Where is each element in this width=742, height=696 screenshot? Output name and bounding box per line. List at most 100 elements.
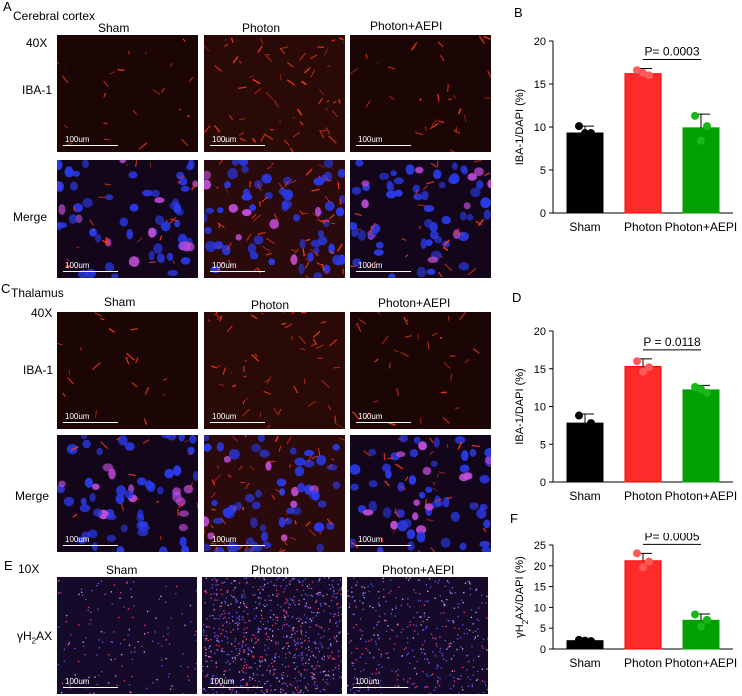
data-point <box>645 71 653 80</box>
scale-bar-label: 100um <box>358 535 383 544</box>
p-value-annotation: P= 0.0005 <box>644 533 699 543</box>
row-label-merge-c: Merge <box>15 489 50 503</box>
panel-letter-b: B <box>514 5 523 20</box>
x-tick-label: Photon+AEPI <box>665 656 737 670</box>
data-point <box>575 411 583 420</box>
y-tick-label: 20 <box>534 326 546 338</box>
y-tick-label: 10 <box>534 402 546 414</box>
scale-bar-label: 100um <box>212 135 237 144</box>
micrograph-gh-e-sham: 100um <box>57 577 197 694</box>
scale-bar-label: 100um <box>358 261 383 270</box>
bar-photon <box>624 73 662 214</box>
data-point <box>581 129 589 138</box>
scale-bar <box>210 145 265 146</box>
micrograph-merge-a-photon: 100um <box>204 160 345 278</box>
bar-photon <box>624 365 662 483</box>
row-label-gh2ax: γH2AX <box>17 629 53 646</box>
micrograph-merge-c-sham: 100um <box>57 435 198 552</box>
y-tick-label: 5 <box>540 439 546 451</box>
row-label-merge-a: Merge <box>13 210 48 224</box>
micrograph-iba-c-photon: 100um <box>204 312 345 429</box>
x-tick-label: Sham <box>569 656 600 670</box>
scale-bar-label: 100um <box>355 677 380 686</box>
bar-sham <box>566 132 604 214</box>
data-point <box>691 610 699 619</box>
micrograph-gh-e-aepi: 100um <box>347 577 488 694</box>
data-point <box>691 382 699 391</box>
bar-sham <box>566 422 604 483</box>
x-tick-label: Photon <box>624 220 662 234</box>
p-value-annotation: P= 0.0003 <box>644 45 699 59</box>
micrograph-merge-a-aepi: 100um <box>350 160 491 278</box>
col-label-photon-e: Photon <box>251 563 290 577</box>
data-point <box>645 557 653 566</box>
scale-bar <box>353 687 408 688</box>
data-point <box>633 66 641 75</box>
panel-letter-c: C <box>1 281 11 296</box>
data-point <box>575 122 583 131</box>
magnification-label-a: 40X <box>26 36 48 50</box>
p-value-annotation: P = 0.0118 <box>643 335 701 349</box>
y-tick-label: 15 <box>534 582 546 594</box>
y-tick-label: 0 <box>540 644 546 656</box>
x-tick-label: Sham <box>569 489 600 503</box>
x-tick-label: Photon <box>624 489 662 503</box>
scale-bar-label: 100um <box>212 535 237 544</box>
y-axis-label: IBA-1/DAPI (%) <box>514 368 526 444</box>
y-axis-label: IBA-1/DAPI (%) <box>514 89 526 165</box>
micrograph-merge-c-aepi: 100um <box>350 435 491 552</box>
y-tick-label: 0 <box>540 477 546 489</box>
row-label-iba1-c: IBA-1 <box>23 363 54 377</box>
scale-bar <box>63 545 118 546</box>
scale-bar-label: 100um <box>65 261 90 270</box>
scale-bar <box>63 271 118 272</box>
y-axis-label: γH2AX/DAPI (%) <box>514 556 530 637</box>
y-tick-label: 0 <box>540 208 546 220</box>
bar-photon-aepi <box>682 127 720 214</box>
chart-b: 0 5 10 15 20 Sham Photon Photon+AEPI P= 0.0003 IB… <box>514 36 737 234</box>
y-tick-label: 20 <box>534 36 546 48</box>
bar-photon <box>624 560 662 650</box>
col-label-photon-c: Photon <box>251 298 290 312</box>
micrograph-iba-a-aepi: 100um <box>350 35 491 152</box>
data-point <box>639 367 647 376</box>
scale-bar <box>356 145 411 146</box>
x-tick-label: Photon+AEPI <box>665 489 737 503</box>
scale-bar-label: 100um <box>65 135 90 144</box>
region-label-thalamus: Thalamus <box>11 286 64 300</box>
y-tick-label: 25 <box>534 540 546 552</box>
data-point <box>697 622 705 631</box>
y-tick-label: 15 <box>534 79 546 91</box>
data-point <box>587 419 595 428</box>
magnification-label-c: 40X <box>31 306 53 320</box>
x-tick-label: Sham <box>569 220 600 234</box>
row-label-iba1-a: IBA-1 <box>22 83 53 97</box>
micrograph-merge-a-sham: 100um <box>57 160 198 278</box>
x-tick-label: Photon <box>624 656 662 670</box>
scale-bar <box>356 422 411 423</box>
col-label-sham-a: Sham <box>98 21 130 35</box>
scale-bar-label: 100um <box>358 135 383 144</box>
scale-bar-label: 100um <box>65 412 90 421</box>
data-point <box>691 111 699 120</box>
chart-d: 0 5 10 15 20 Sham Photon Photon+AEPI P = 0.0118 I… <box>514 326 737 503</box>
data-point <box>645 363 653 372</box>
scale-bar-label: 100um <box>210 677 235 686</box>
data-point <box>697 385 705 394</box>
col-label-aepi-c: Photon+AEPI <box>378 296 451 310</box>
panel-letter-e: E <box>4 558 13 573</box>
data-point <box>633 357 641 366</box>
scale-bar <box>63 145 118 146</box>
data-point <box>697 136 705 145</box>
micrograph-merge-c-photon: 100um <box>204 435 345 552</box>
scale-bar-label: 100um <box>358 412 383 421</box>
magnification-label-e: 10X <box>18 562 40 576</box>
col-label-sham-c: Sham <box>104 295 136 309</box>
scale-bar <box>356 545 411 546</box>
col-label-aepi-a: Photon+AEPI <box>370 19 443 33</box>
scale-bar-label: 100um <box>65 677 90 686</box>
y-tick-label: 10 <box>534 122 546 134</box>
y-tick-label: 10 <box>534 602 546 614</box>
y-tick-label: 5 <box>540 623 546 635</box>
data-point <box>581 423 589 432</box>
